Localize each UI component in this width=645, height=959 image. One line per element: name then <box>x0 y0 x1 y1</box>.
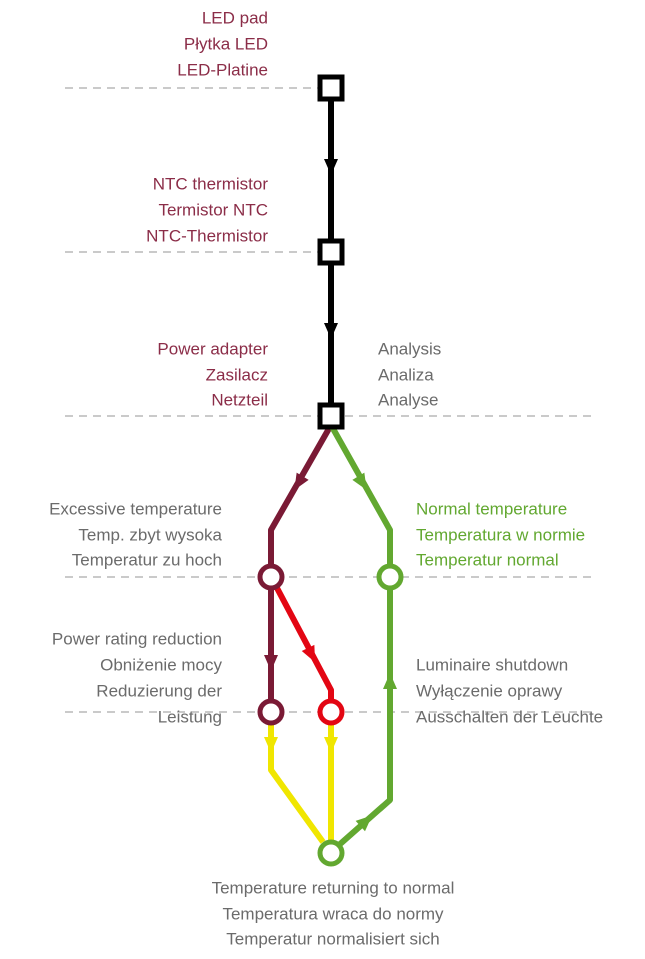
label: Luminaire shutdown <box>416 655 568 674</box>
label: Ausschalten der Leuchte <box>416 707 603 726</box>
label: Temperatura wraca do normy <box>222 904 444 923</box>
label: Temperatura w normie <box>416 525 585 544</box>
label: Power rating reduction <box>52 629 222 648</box>
label: Reduzierung der <box>96 681 222 700</box>
label: Wyłączenie oprawy <box>416 681 563 700</box>
label: Zasilacz <box>206 365 268 384</box>
label: Temperature returning to normal <box>212 878 455 897</box>
label: NTC-Thermistor <box>146 226 268 245</box>
labels: LED pad Płytka LED LED-Platine NTC therm… <box>49 8 603 948</box>
label: Leistung <box>158 707 222 726</box>
label: Temperatur normal <box>416 550 559 569</box>
label: LED-Platine <box>177 60 268 79</box>
label: Normal temperature <box>416 499 567 518</box>
label: Analysis <box>378 339 441 358</box>
label: NTC thermistor <box>153 174 269 193</box>
label: Power adapter <box>157 339 268 358</box>
label: Analyse <box>378 390 438 409</box>
label: LED pad <box>202 8 268 27</box>
label: Obniżenie mocy <box>100 655 222 674</box>
label: Temperatur normalisiert sich <box>226 929 440 948</box>
nodes <box>257 74 404 867</box>
label: Termistor NTC <box>158 200 268 219</box>
label: Netzteil <box>211 390 268 409</box>
label: Temperatur zu hoch <box>72 550 222 569</box>
arrows <box>264 159 397 832</box>
label: Płytka LED <box>184 34 268 53</box>
label: Temp. zbyt wysoka <box>78 525 222 544</box>
label: Excessive temperature <box>49 499 222 518</box>
paths <box>268 88 393 848</box>
dashed-lines <box>65 87 595 713</box>
label: Analiza <box>378 365 434 384</box>
